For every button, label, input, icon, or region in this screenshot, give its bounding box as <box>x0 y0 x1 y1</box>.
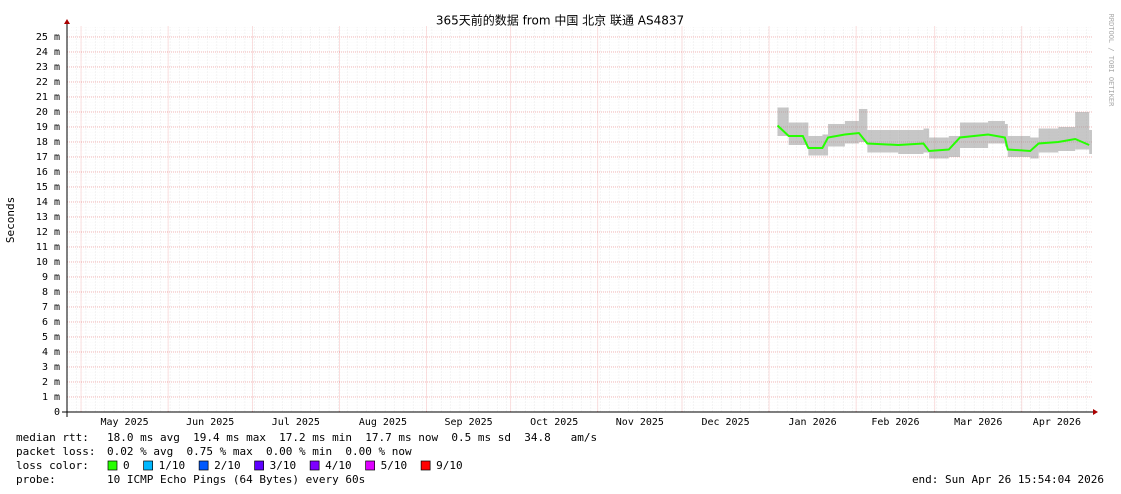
x-tick-label: Dec 2025 <box>701 417 749 428</box>
smoke-band <box>948 136 961 157</box>
loss-color-swatch <box>107 460 118 471</box>
smoke-band <box>844 121 859 144</box>
smoke-band <box>1058 127 1076 151</box>
y-tick-label: 15 m <box>36 182 60 193</box>
y-tick-label: 24 m <box>36 47 60 58</box>
loss-color-swatch <box>420 460 431 471</box>
y-tick-label: 13 m <box>36 212 60 223</box>
smoke-band <box>923 128 930 153</box>
footer: median rtt: 18.0 ms avg 19.4 ms max 17.2… <box>16 431 1104 486</box>
median-rtt-label: median rtt: <box>16 431 89 444</box>
smoke-band <box>1007 136 1031 157</box>
x-tick-label: Feb 2026 <box>871 417 919 428</box>
y-tick-label: 12 m <box>36 227 60 238</box>
y-tick-label: 6 m <box>42 317 60 328</box>
y-tick-label: 10 m <box>36 257 60 268</box>
y-tick-label: 0 <box>54 407 60 418</box>
minor-grid <box>67 27 1092 412</box>
loss-color-label: 0 <box>123 459 130 472</box>
loss-color-label: 2/10 <box>214 459 241 472</box>
y-tick-label: 25 m <box>36 32 60 43</box>
probe: 10 ICMP Echo Pings (64 Bytes) every 60s <box>107 473 365 486</box>
probe-label: probe: <box>16 473 56 486</box>
x-tick-label: May 2025 <box>100 417 148 428</box>
grid: 0 1 m 2 m 3 m 4 m 5 m 6 m 7 m 8 m 9 m 10 m 11 m 12 m… <box>36 26 1092 428</box>
x-tick-label: Nov 2025 <box>616 417 664 428</box>
smoke-band <box>1038 128 1059 153</box>
packet-loss-label: packet loss: <box>16 445 95 458</box>
x-tick-label: Jun 2025 <box>186 417 234 428</box>
smoke-band <box>988 121 1005 144</box>
smoke-band <box>808 136 823 156</box>
y-tick-label: 18 m <box>36 137 60 148</box>
x-tick-label: Jan 2026 <box>788 417 836 428</box>
y-tick-label: 11 m <box>36 242 60 253</box>
y-tick-label: 19 m <box>36 122 60 133</box>
x-tick-label: Sep 2025 <box>444 417 492 428</box>
y-tick-label: 5 m <box>42 332 60 343</box>
x-tick-label: Apr 2026 <box>1033 417 1081 428</box>
side-note: RRDTOOL / TOBI OETIKER <box>1107 14 1115 108</box>
smoke-band <box>858 109 868 142</box>
loss-color-label: 4/10 <box>325 459 352 472</box>
loss-color-label: 1/10 <box>159 459 186 472</box>
y-tick-label: 17 m <box>36 152 60 163</box>
loss-color-swatch <box>365 460 375 471</box>
marks <box>776 107 1092 159</box>
y-tick-label: 23 m <box>36 62 60 73</box>
loss-color-swatch <box>143 460 153 471</box>
smoke-band <box>867 130 899 153</box>
x-arrow <box>1093 409 1098 415</box>
x-tick-label: Jul 2025 <box>272 417 320 428</box>
y-tick-label: 16 m <box>36 167 60 178</box>
y-tick-label: 22 m <box>36 77 60 88</box>
end-time: end: Sun Apr 26 15:54:04 2026 <box>912 473 1104 486</box>
y-axis-label: Seconds <box>4 197 17 243</box>
smoke-band <box>898 130 924 154</box>
loss-color-swatch <box>198 460 209 471</box>
y-tick-label: 9 m <box>42 272 60 283</box>
loss-color-label: 3/10 <box>270 459 297 472</box>
median-line <box>776 124 1090 153</box>
median-rtt: 18.0 ms avg 19.4 ms max 17.2 ms min 17.7… <box>107 431 597 444</box>
x-tick-label: Aug 2025 <box>359 417 407 428</box>
y-tick-label: 14 m <box>36 197 60 208</box>
y-tick-label: 1 m <box>42 392 60 403</box>
y-tick-label: 8 m <box>42 287 60 298</box>
loss-color-label: loss color: <box>16 459 89 472</box>
y-tick-label: 7 m <box>42 302 60 313</box>
y-tick-label: 20 m <box>36 107 60 118</box>
loss-color-label: 9/10 <box>436 459 463 472</box>
smoke-band <box>1089 130 1092 154</box>
packet-loss: 0.02 % avg 0.75 % max 0.00 % min 0.00 % … <box>107 445 412 458</box>
y-arrow <box>64 19 70 24</box>
y-tick-label: 21 m <box>36 92 60 103</box>
loss-color-swatch <box>254 460 264 471</box>
loss-color-label: 5/10 <box>381 459 408 472</box>
smoke-band <box>1004 124 1008 147</box>
smoke-band <box>929 137 949 159</box>
smoke-band <box>822 134 829 156</box>
y-tick-label: 4 m <box>42 347 60 358</box>
chart-title: 365天前的数据 from 中国 北京 联通 AS4837 <box>436 13 684 28</box>
loss-color-swatch <box>309 460 320 471</box>
x-tick-label: Mar 2026 <box>954 417 1002 428</box>
smoke-band <box>777 107 789 136</box>
y-tick-label: 3 m <box>42 362 60 373</box>
smoke-band <box>802 122 809 145</box>
y-tick-label: 2 m <box>42 377 60 388</box>
smoke-band <box>788 122 803 145</box>
x-tick-label: Oct 2025 <box>530 417 578 428</box>
